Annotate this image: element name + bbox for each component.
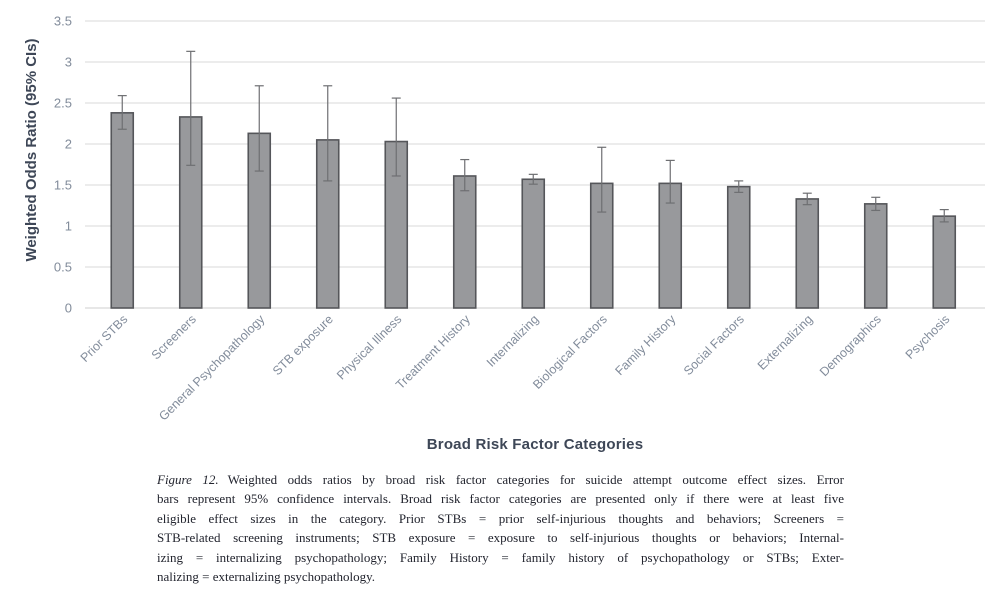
x-category-label: Externalizing [755,312,816,373]
y-tick-label: 0.5 [54,260,72,275]
weighted-odds-ratio-bar-chart: 0 0.5 1 1.5 2 2.5 3 3.5 Weighted Odds Ratio (95%… [23,14,985,423]
caption-line: bars represent 95% confidence intervals.… [157,491,844,507]
x-category-label: Demographics [817,312,884,379]
x-category-label: Social Factors [681,312,747,378]
x-category-label: Physical Illness [334,312,404,382]
bar [521,178,546,309]
bar [932,215,957,309]
x-axis-title: Broad Risk Factor Categories [426,436,644,453]
caption-line: izing = internalizing psychopathology; F… [157,549,844,565]
y-tick-label: 0 [65,301,72,316]
x-category-label: Screeners [149,312,199,362]
y-tick-label: 2.5 [54,96,72,111]
x-category-label: STB exposure [270,312,336,378]
y-tick-label: 3 [65,55,72,70]
bar [795,198,820,309]
caption-text: Weighted odds ratios by broad risk facto… [227,472,844,487]
caption-line: Figure 12. Weighted odds ratios by broad … [157,470,844,489]
bar [110,112,135,309]
bar [863,203,888,309]
bar [726,185,751,309]
x-category-label: Family History [612,312,678,378]
caption-line: nalizing = externalizing psychopathology… [157,569,376,585]
x-category-label: Treatment History [393,312,473,392]
x-category-label: Internalizing [484,312,542,370]
x-category-label: Prior STBs [78,312,131,365]
x-category-label: Biological Factors [530,312,610,392]
y-tick-label: 2 [65,137,72,152]
y-tick-label: 3.5 [54,14,72,29]
y-tick-label: 1 [65,219,72,234]
x-category-label: Psychosis [903,312,953,362]
caption-line: STB-related screening instruments; STB e… [157,530,844,546]
y-axis-title: Weighted Odds Ratio (95% CIs) [23,38,40,261]
figure-number-label: Figure 12. [157,472,219,487]
y-tick-label: 1.5 [54,178,72,193]
bar [452,175,477,309]
caption-line: eligible effect sizes in the category. P… [157,510,844,526]
figure-caption: Figure 12. Weighted odds ratios by broad … [157,470,844,586]
